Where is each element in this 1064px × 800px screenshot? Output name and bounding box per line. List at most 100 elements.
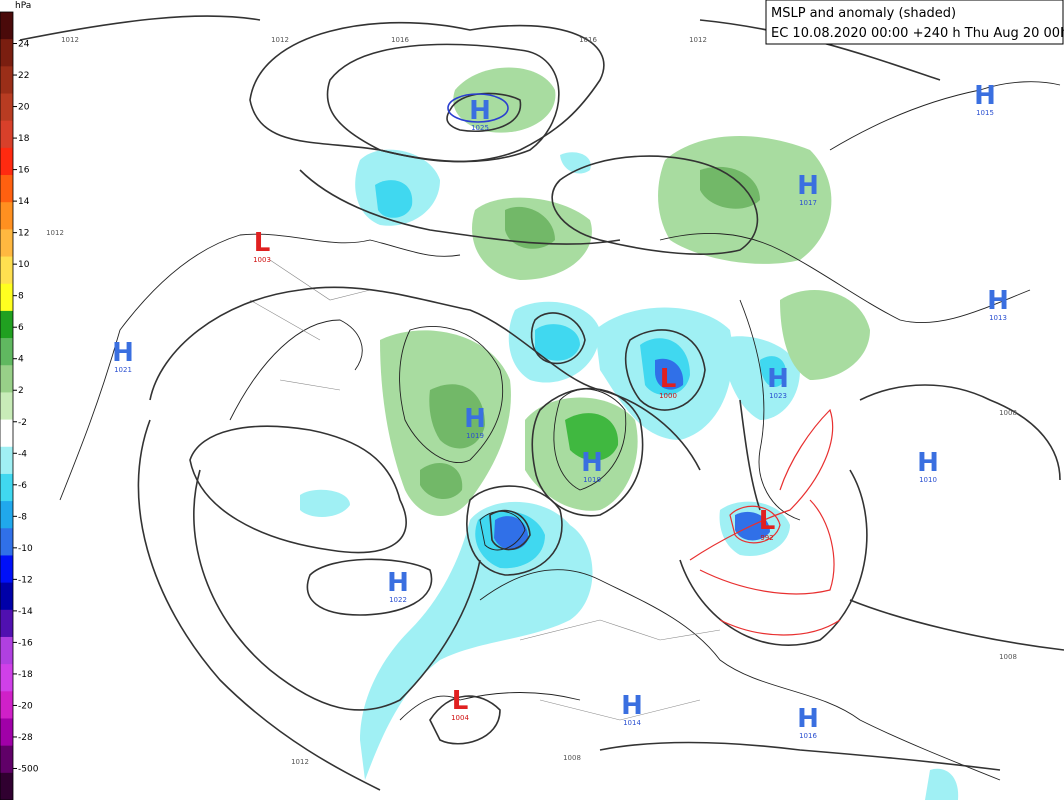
colorbar-label: -4: [18, 449, 27, 459]
center-letter: H: [469, 96, 491, 126]
center-value: 1023: [769, 392, 787, 400]
colorbar-swatch: [0, 392, 13, 421]
colorbar-label: -18: [18, 670, 33, 680]
colorbar-swatch: [0, 718, 13, 747]
center-value: 1010: [919, 476, 937, 484]
isobar-label: 1012: [689, 36, 707, 44]
colorbar-swatch: [0, 446, 13, 475]
colorbar-label: 20: [18, 103, 30, 113]
colorbar-swatch: [0, 93, 13, 122]
center-value: 1013: [989, 314, 1007, 322]
isobar-label: 1008: [563, 754, 581, 762]
colorbar-frame: [0, 11, 14, 800]
high-contour: [447, 93, 509, 123]
center-value: 1016: [799, 732, 817, 740]
colorbar-label: 22: [18, 71, 29, 81]
isobar-label: 1016: [391, 36, 409, 44]
colorbar-label: 24: [18, 40, 30, 50]
colorbar-label: 2: [18, 386, 24, 396]
center-value: 1017: [799, 199, 817, 207]
center-letter: H: [581, 448, 603, 478]
colorbar-swatch: [0, 12, 13, 40]
colorbar-label: 4: [18, 355, 24, 365]
colorbar-swatch: [0, 310, 13, 339]
colorbar-swatch: [0, 175, 13, 203]
colorbar-label: -14: [18, 607, 33, 617]
colorbar-swatch: [0, 555, 13, 584]
center-letter: L: [254, 228, 271, 258]
center-letter: H: [767, 364, 789, 394]
coastlines: [59, 81, 1061, 781]
isobars: [19, 15, 1064, 791]
colorbar-swatch: [0, 365, 13, 393]
isobar-label: 1012: [291, 758, 309, 766]
isobar-label: 1016: [579, 36, 597, 44]
colorbar-swatch: [0, 419, 13, 448]
colorbar-label: 16: [18, 166, 30, 176]
isobar-label: 1012: [46, 229, 64, 237]
center-letter: L: [452, 686, 469, 716]
colorbar-label: -10: [18, 544, 33, 554]
center-letter: H: [974, 81, 996, 111]
colorbar-unit: hPa: [15, 1, 31, 11]
center-letter: H: [917, 448, 939, 478]
colorbar-swatch: [0, 338, 13, 366]
title-line: MSLP and anomaly (shaded): [771, 6, 956, 21]
center-value: 1019: [466, 432, 484, 440]
center-letter: H: [797, 171, 819, 201]
colorbar-label: 8: [18, 292, 24, 302]
colorbar-label: -6: [18, 481, 27, 491]
colorbar-label: -20: [18, 701, 33, 711]
colorbar-swatch: [0, 691, 13, 719]
colorbar-label: -500: [18, 764, 39, 774]
center-value: 1022: [389, 596, 407, 604]
title-line: EC 10.08.2020 00:00 +240 h Thu Aug 20 00…: [771, 26, 1064, 41]
colorbar-label: 14: [18, 197, 30, 207]
center-letter: H: [797, 704, 819, 734]
colorbar-swatch: [0, 39, 13, 67]
colorbar-swatch: [0, 582, 13, 611]
colorbar-label: 18: [18, 134, 30, 144]
center-letter: H: [387, 568, 409, 598]
colorbar-label: -12: [18, 575, 33, 585]
isobar-label: 1012: [271, 36, 289, 44]
colorbar-swatch: [0, 66, 13, 95]
isobar-label: 1012: [61, 36, 79, 44]
isobar-labels: 1012 1012 1016 1016 1012 1012 1008 1008 …: [46, 36, 1017, 766]
colorbar-label: -28: [18, 733, 33, 743]
anomaly-shading: [300, 67, 959, 800]
center-value: 992: [760, 534, 773, 542]
center-letter: H: [112, 338, 134, 368]
colorbar-swatch: [0, 772, 13, 800]
center-value: 1000: [659, 392, 677, 400]
center-value: 1021: [114, 366, 132, 374]
colorbar-label: 10: [18, 260, 30, 270]
colorbar-swatch: [0, 202, 13, 230]
colorbar-swatch: [0, 473, 13, 502]
colorbar-swatch: [0, 636, 13, 665]
colorbar-swatch: [0, 256, 13, 285]
center-value: 1018: [583, 476, 601, 484]
center-value: 1004: [451, 714, 469, 722]
colorbar-swatch: [0, 147, 13, 176]
colorbar-swatch: [0, 120, 13, 149]
center-value: 1015: [976, 109, 994, 117]
center-value: 1014: [623, 719, 641, 727]
colorbar-swatch: [0, 745, 13, 774]
center-letter: H: [987, 286, 1009, 316]
title-box: MSLP and anomaly (shaded) EC 10.08.2020 …: [765, 0, 1064, 45]
colorbar-label: 6: [18, 323, 24, 333]
colorbar-swatch: [0, 664, 13, 692]
center-value: 1025: [471, 124, 489, 132]
title-frame: [765, 0, 1064, 45]
colorbar-label: -16: [18, 638, 33, 648]
isobar-label: 1008: [999, 409, 1017, 417]
colorbar-swatch: [0, 501, 13, 529]
center-letter: H: [621, 691, 643, 721]
center-letter: L: [759, 506, 776, 536]
center-letter: L: [660, 364, 677, 394]
